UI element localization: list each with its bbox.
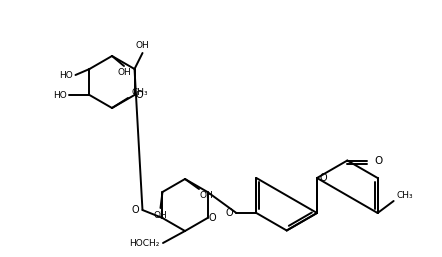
Text: HOCH₂: HOCH₂ bbox=[130, 238, 160, 247]
Text: OH: OH bbox=[136, 41, 149, 50]
Text: CH₃: CH₃ bbox=[131, 88, 148, 97]
Text: O: O bbox=[132, 205, 140, 215]
Text: HO: HO bbox=[53, 90, 66, 99]
Text: O: O bbox=[226, 208, 233, 218]
Text: OH: OH bbox=[200, 191, 214, 200]
Text: O: O bbox=[319, 173, 327, 183]
Text: O: O bbox=[374, 155, 383, 166]
Text: O: O bbox=[136, 90, 143, 100]
Text: O: O bbox=[209, 213, 216, 223]
Text: CH₃: CH₃ bbox=[396, 191, 413, 200]
Text: HO: HO bbox=[59, 70, 72, 79]
Text: OH: OH bbox=[154, 211, 168, 220]
Text: OH: OH bbox=[117, 68, 131, 77]
